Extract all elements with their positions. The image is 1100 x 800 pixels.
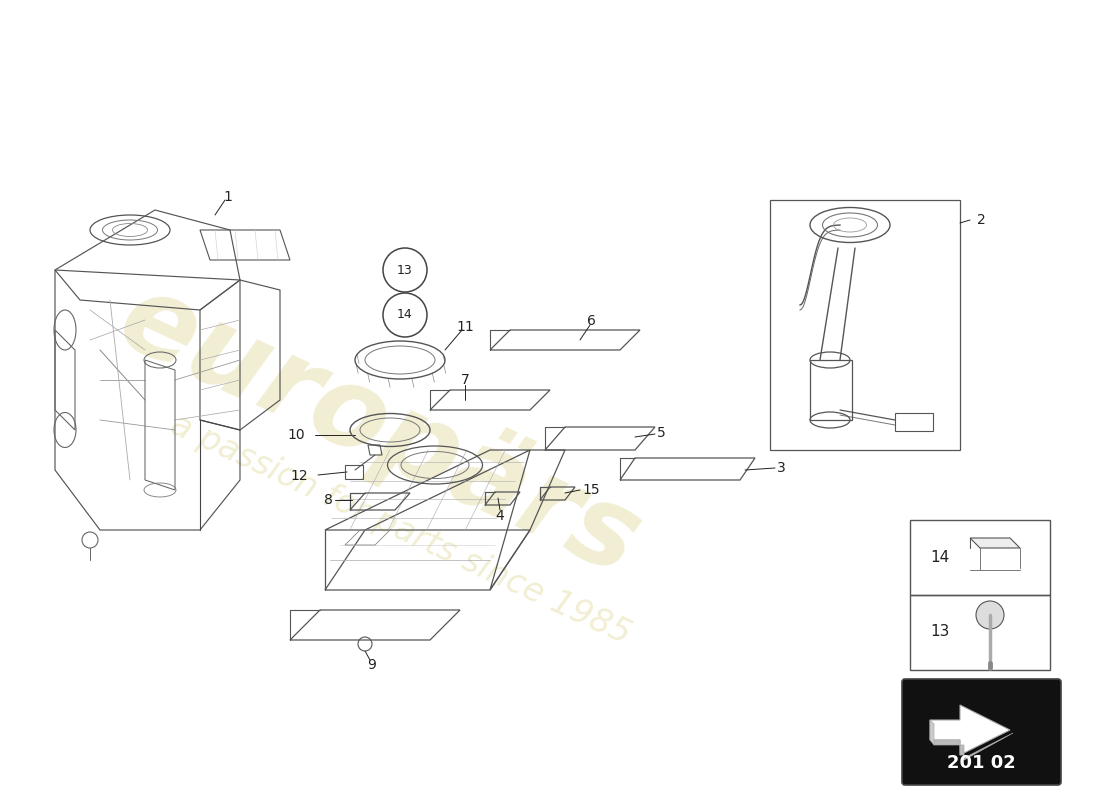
Text: 7: 7 <box>461 373 470 387</box>
Text: 201 02: 201 02 <box>947 754 1015 772</box>
Text: 12: 12 <box>290 469 308 483</box>
Bar <box>345 465 363 479</box>
Text: 14: 14 <box>397 309 412 322</box>
Text: 8: 8 <box>323 493 332 507</box>
Text: 5: 5 <box>657 426 665 440</box>
Polygon shape <box>934 733 1013 760</box>
Text: 2: 2 <box>977 213 986 227</box>
Bar <box>770 200 960 450</box>
Text: 1: 1 <box>223 190 232 204</box>
Text: 15: 15 <box>582 483 600 497</box>
Polygon shape <box>930 705 1010 755</box>
Bar <box>910 595 1050 670</box>
Text: a passion for parts since 1985: a passion for parts since 1985 <box>165 409 636 651</box>
Text: 3: 3 <box>777 461 785 475</box>
Text: europärs: europärs <box>102 262 657 598</box>
Bar <box>910 520 1050 595</box>
Text: 14: 14 <box>930 550 949 565</box>
Bar <box>895 413 933 431</box>
Text: 11: 11 <box>456 320 474 334</box>
Text: 9: 9 <box>367 658 376 672</box>
Text: 4: 4 <box>496 509 505 523</box>
Polygon shape <box>930 720 934 745</box>
Text: 13: 13 <box>930 625 949 639</box>
Text: 10: 10 <box>287 428 305 442</box>
Polygon shape <box>970 538 1020 548</box>
Circle shape <box>976 601 1004 629</box>
FancyBboxPatch shape <box>902 679 1062 785</box>
Text: 13: 13 <box>397 263 412 277</box>
Text: 6: 6 <box>586 314 595 328</box>
